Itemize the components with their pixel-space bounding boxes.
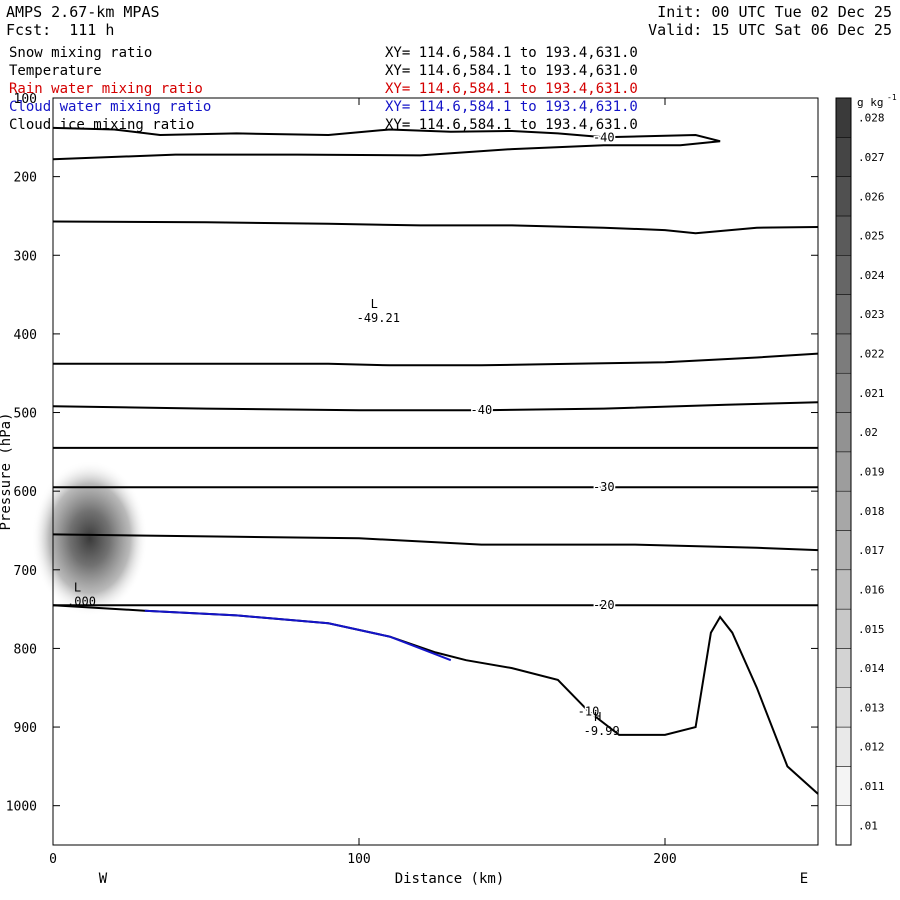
colorbar-tick: .02 [858, 426, 878, 439]
extremum-value: .000 [67, 594, 96, 608]
colorbar-unit-exponent: -1 [887, 93, 897, 102]
east-label: E [800, 871, 808, 887]
colorbar-swatch [835, 648, 852, 688]
snow-shading [31, 460, 148, 617]
field-coords: XY= 114.6,584.1 to 193.4,631.0 [385, 99, 638, 115]
y-tick-label: 900 [14, 721, 37, 736]
temperature-contour [52, 401, 819, 412]
colorbar-swatch [835, 215, 852, 256]
extremum-type: H [594, 710, 601, 724]
colorbar-frame [835, 97, 852, 846]
colorbar-swatch [835, 294, 852, 335]
colorbar-tick: .013 [858, 701, 885, 714]
contour-label: -40 [471, 403, 493, 417]
init-time: Init: 00 UTC Tue 02 Dec 25 [657, 3, 892, 21]
extremum-type: L [371, 297, 378, 311]
colorbar-tick: .027 [858, 151, 885, 164]
temperature-contour [53, 352, 819, 367]
colorbar-tick: .016 [858, 583, 885, 596]
colorbar-tick: .022 [858, 348, 885, 361]
extremum-type: L [74, 580, 81, 594]
colorbar-tick: .025 [858, 230, 885, 243]
colorbar-tick: .01 [858, 819, 878, 832]
colorbar-tick: .015 [858, 623, 885, 636]
colorbar-swatch [835, 726, 852, 767]
y-tick-label: 700 [14, 564, 37, 579]
colorbar-swatch [835, 766, 852, 806]
field-coords: XY= 114.6,584.1 to 193.4,631.0 [385, 81, 638, 97]
colorbar-tick: .011 [858, 780, 885, 793]
y-tick-label: 500 [14, 407, 37, 422]
y-axis-label: Pressure (hPa) [0, 412, 14, 530]
colorbar-swatch [835, 805, 852, 846]
colorbar-tick: .017 [858, 544, 885, 557]
field-name: Cloud ice mixing ratio [9, 117, 195, 133]
valid-time: Valid: 15 UTC Sat 06 Dec 25 [648, 21, 892, 39]
colorbar-swatch [835, 490, 852, 531]
colorbar-swatch [835, 687, 852, 728]
field-name: Temperature [9, 63, 102, 79]
colorbar-swatch [835, 97, 852, 138]
colorbar-swatch [835, 255, 852, 295]
y-tick-label: 1000 [6, 800, 37, 815]
colorbar-tick: .023 [858, 308, 885, 321]
colorbar-tick: .018 [858, 505, 885, 518]
colorbar-swatch [835, 176, 852, 217]
y-tick-label: 600 [14, 485, 37, 500]
field-coords: XY= 114.6,584.1 to 193.4,631.0 [385, 63, 638, 79]
colorbar-swatch [835, 608, 852, 649]
colorbar-tick: .026 [858, 190, 885, 203]
colorbar-tick: .028 [858, 112, 885, 125]
forecast-hour: Fcst: 111 h [6, 21, 115, 39]
colorbar-swatch [835, 137, 852, 177]
field-name: Cloud water mixing ratio [9, 99, 212, 115]
model-title: AMPS 2.67-km MPAS [6, 3, 160, 21]
x-tick-label: 0 [49, 852, 57, 867]
temperature-contour [52, 533, 819, 552]
temperature-contour [52, 220, 819, 235]
colorbar-swatch [835, 412, 852, 453]
temperature-contour [52, 604, 819, 795]
colorbar-swatch [835, 569, 852, 610]
colorbar-swatch [835, 372, 852, 413]
field-name: Rain water mixing ratio [9, 81, 203, 97]
colorbar-tick: .024 [858, 269, 885, 282]
contour-label: -20 [593, 598, 615, 612]
field-coords: XY= 114.6,584.1 to 193.4,631.0 [385, 45, 638, 61]
colorbar-tick: .021 [858, 387, 885, 400]
y-tick-label: 200 [14, 171, 37, 186]
y-tick-label: 300 [14, 249, 37, 264]
colorbar-unit: g kg [857, 96, 884, 109]
colorbar-swatch [835, 451, 852, 492]
colorbar-tick: .012 [858, 741, 885, 754]
y-tick-label: 800 [14, 642, 37, 657]
x-tick-label: 200 [653, 852, 676, 867]
plot-frame [52, 97, 819, 846]
contour-label: -30 [593, 480, 615, 494]
field-name: Snow mixing ratio [9, 45, 153, 61]
extremum-value: -49.21 [357, 311, 400, 325]
field-coords: XY= 114.6,584.1 to 193.4,631.0 [385, 117, 638, 133]
west-label: W [99, 871, 108, 887]
colorbar-tick: .014 [858, 662, 885, 675]
x-axis-label: Distance (km) [395, 871, 505, 887]
extremum-value: -9.99 [584, 724, 620, 738]
cloud-water-contour [144, 609, 452, 662]
colorbar-tick: .019 [858, 466, 885, 479]
y-tick-label: 400 [14, 328, 37, 343]
colorbar-swatch [835, 333, 852, 374]
x-tick-label: 100 [347, 852, 370, 867]
contour-label: -10 [578, 704, 600, 718]
colorbar-swatch [835, 530, 852, 571]
